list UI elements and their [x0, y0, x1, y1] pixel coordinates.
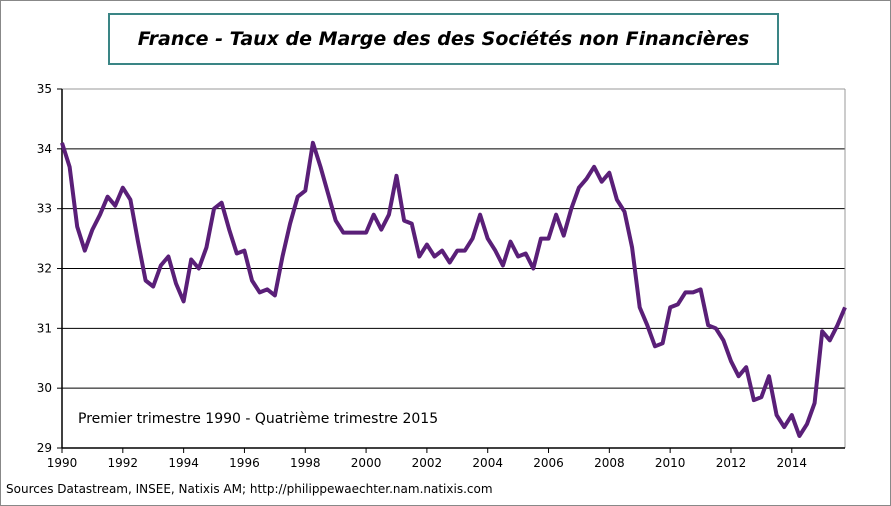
x-tick-label: 2000	[351, 456, 382, 470]
series-line	[60, 140, 847, 438]
y-tick-label: 32	[37, 262, 52, 276]
y-tick-label: 33	[37, 202, 52, 216]
x-tick-label: 1996	[229, 456, 260, 470]
x-tick-label: 1992	[108, 456, 139, 470]
x-tick-label: 2006	[533, 456, 564, 470]
x-tick-label: 2010	[655, 456, 686, 470]
x-tick-label: 2004	[472, 456, 503, 470]
y-tick-label: 35	[37, 82, 52, 96]
source-note: Sources Datastream, INSEE, Natixis AM; h…	[6, 482, 493, 496]
x-tick-label: 2014	[777, 456, 808, 470]
y-tick-label: 34	[37, 142, 52, 156]
x-tick-label: 1994	[168, 456, 199, 470]
x-tick-label: 2002	[412, 456, 443, 470]
x-tick-label: 1998	[290, 456, 321, 470]
y-tick-label: 31	[37, 321, 52, 335]
chart-title: France - Taux de Marge des des Sociétés …	[137, 28, 750, 50]
x-tick-label: 2012	[716, 456, 747, 470]
period-annotation: Premier trimestre 1990 - Quatrième trime…	[78, 411, 438, 427]
y-tick-label: 29	[37, 441, 52, 455]
x-tick-label: 2008	[594, 456, 625, 470]
y-tick-label: 30	[37, 381, 52, 395]
title-box: France - Taux de Marge des des Sociétés …	[108, 13, 779, 65]
x-tick-label: 1990	[47, 456, 78, 470]
